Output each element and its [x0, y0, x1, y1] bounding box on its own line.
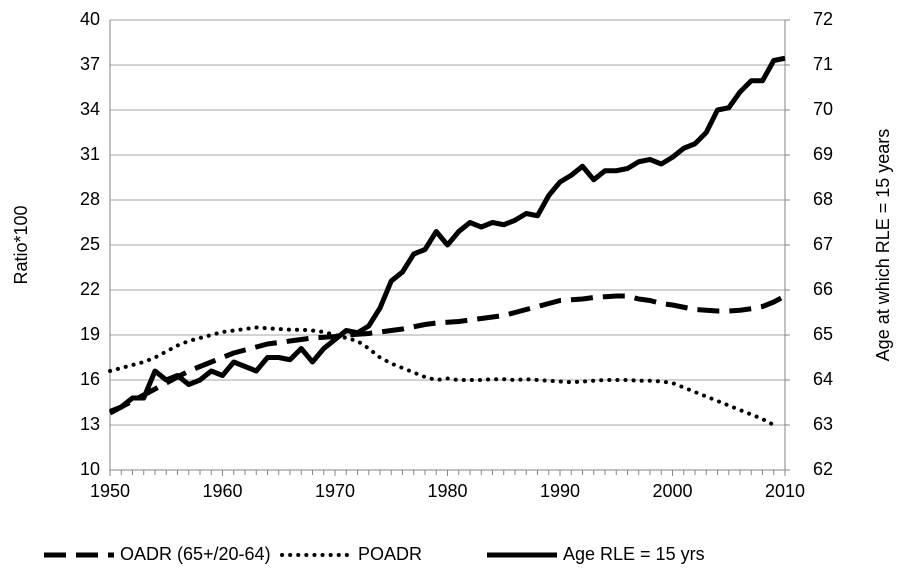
y2-tick-label: 70	[813, 99, 833, 119]
y-tick-label: 28	[80, 189, 100, 209]
series-line	[108, 293, 787, 416]
y2-tick-label: 63	[813, 414, 833, 434]
y-tick-label: 34	[80, 99, 100, 119]
y-tick-label: 13	[80, 414, 100, 434]
x-tick-label: 1970	[315, 481, 355, 501]
x-tick-label: 1950	[90, 481, 130, 501]
y2-tick-label: 64	[813, 369, 833, 389]
legend-label: POADR	[358, 544, 422, 564]
series-line	[108, 325, 776, 427]
y-tick-label: 16	[80, 369, 100, 389]
y2-axis-title: Age at which RLE = 15 years	[873, 129, 893, 362]
y-tick-label: 25	[80, 234, 100, 254]
y-tick-label: 31	[80, 144, 100, 164]
y2-tick-label: 66	[813, 279, 833, 299]
y-tick-label: 19	[80, 324, 100, 344]
y2-tick-label: 72	[813, 9, 833, 29]
y-tick-label: 37	[80, 54, 100, 74]
x-tick-label: 1990	[540, 481, 580, 501]
y2-tick-label: 65	[813, 324, 833, 344]
y2-tick-label: 68	[813, 189, 833, 209]
y2-tick-label: 71	[813, 54, 833, 74]
x-tick-label: 2010	[765, 481, 805, 501]
legend-label: OADR (65+/20-64)	[120, 544, 271, 564]
y2-tick-label: 69	[813, 144, 833, 164]
y-tick-label: 40	[80, 9, 100, 29]
legend-label: Age RLE = 15 yrs	[563, 544, 705, 564]
y-axis-title: Ratio*100	[11, 205, 31, 284]
series-line	[109, 55, 786, 414]
y-tick-label: 10	[80, 459, 100, 479]
y-tick-label: 22	[80, 279, 100, 299]
y2-tick-label: 67	[813, 234, 833, 254]
x-tick-label: 1960	[202, 481, 242, 501]
y2-tick-label: 62	[813, 459, 833, 479]
x-tick-label: 2000	[652, 481, 692, 501]
x-tick-label: 1980	[427, 481, 467, 501]
